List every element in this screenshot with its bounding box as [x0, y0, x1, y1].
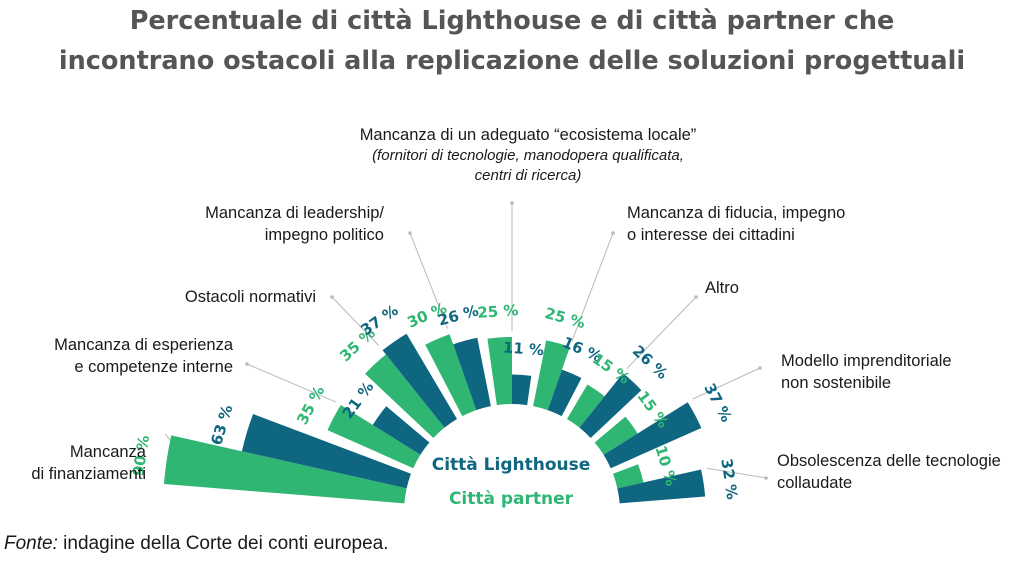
leader-dot [408, 231, 412, 235]
value-label-partner: 15 % [589, 350, 633, 388]
legend-partner: Città partner [449, 489, 574, 509]
bar-lighthouse [453, 337, 491, 411]
value-label-partner: 90 % [129, 434, 153, 477]
bar-lighthouse [603, 402, 702, 469]
category-label: Mancanza di fiducia, impegno o interesse … [627, 204, 845, 244]
category-label-line: Altro [705, 279, 739, 297]
leader-dot [510, 201, 514, 205]
bar-lighthouse [382, 333, 458, 428]
leader-lines [165, 201, 768, 480]
leader-dot [330, 295, 334, 299]
category-label: Altro [705, 279, 739, 297]
bar-partner [425, 334, 477, 417]
source-text: indagine della Corte dei conti europea. [57, 533, 389, 554]
category-label-line: non sostenibile [781, 374, 891, 392]
category-label-line: Mancanza di fiducia, impegno [627, 204, 845, 222]
category-label: Modello imprenditoriale non sostenibile [781, 352, 952, 392]
bar-partner [327, 405, 421, 469]
leader-dot [758, 366, 762, 370]
category-label-line: Mancanza [70, 443, 147, 461]
chart-title-line-1: Percentuale di città Lighthouse e di cit… [129, 6, 895, 36]
bar-lighthouse [372, 406, 430, 455]
bar-partner [533, 340, 570, 411]
leader-line [692, 367, 761, 400]
bar-partner [594, 416, 638, 455]
bars [163, 333, 706, 504]
category-label-line: Obsolescenza delle tecnologie [777, 452, 1001, 470]
bar-partner [566, 384, 605, 428]
value-label-lighthouse: 26 % [629, 342, 671, 383]
value-label-partner: 25 % [477, 301, 519, 322]
category-label: Obsolescenza delle tecnologie collaudate [777, 452, 1001, 492]
value-label-lighthouse: 32 % [717, 457, 741, 500]
bar-lighthouse [547, 369, 582, 417]
category-label-line: e competenze interne [74, 358, 233, 376]
category-label-line: Modello imprenditoriale [781, 352, 952, 370]
category-label: Mancanza di esperienza e competenze inter… [54, 336, 234, 376]
leader-line [706, 467, 767, 479]
source-label: Fonte: [4, 533, 58, 554]
source-note: Fonte: indagine della Corte dei conti eu… [4, 533, 389, 555]
value-label-lighthouse: 37 % [700, 380, 735, 425]
category-label-line: collaudate [777, 474, 852, 492]
category-label-italic-line: centri di ricerca) [475, 167, 582, 184]
bar-lighthouse [617, 469, 706, 504]
radial-bar-chart: 90 %63 % 35 % 21 %35 %37 % 30 %26 %25 %11 %… [31, 126, 1000, 509]
value-label-lighthouse: 21 % [339, 378, 378, 422]
bar-lighthouse [512, 374, 532, 406]
category-label: Ostacoli normativi [185, 288, 316, 306]
value-label-lighthouse: 37 % [357, 301, 401, 339]
bar-lighthouse [579, 373, 642, 438]
category-label: Mancanza di un adeguato “ecosistema loca… [360, 126, 697, 184]
category-label-line: Mancanza di un adeguato “ecosistema loca… [360, 126, 697, 144]
value-label-lighthouse: 63 % [207, 403, 236, 448]
leader-dot [245, 362, 249, 366]
bar-lighthouse [241, 413, 411, 489]
category-label-line: impegno politico [265, 226, 384, 244]
leader-dot [611, 231, 615, 235]
leader-dot [764, 476, 768, 480]
value-label-lighthouse: 11 % [502, 338, 544, 359]
leader-line [331, 296, 380, 346]
leader-line [246, 363, 336, 403]
value-label-partner: 35 % [293, 383, 328, 428]
category-label-italic-line: (fornitori di tecnologie, manodopera qua… [372, 147, 684, 164]
category-labels: Mancanza di finanziamenti Mancanza di espe… [31, 126, 1000, 492]
legend-lighthouse: Città Lighthouse [432, 455, 591, 475]
bar-partner [365, 354, 445, 438]
category-label-line: o interesse dei cittadini [627, 226, 795, 244]
bar-partner [487, 337, 512, 406]
leader-line [626, 296, 697, 369]
category-label-line: Mancanza di leadership/ [205, 204, 384, 222]
leader-line [409, 232, 449, 329]
chart-title-line-2: incontrano ostacoli alla replicazione de… [58, 46, 966, 76]
leader-dot [694, 295, 698, 299]
category-label: Mancanza di leadership/impegno politico [205, 204, 384, 244]
bar-partner [163, 435, 407, 504]
category-label: Mancanza di finanziamenti [31, 443, 146, 483]
value-label-partner: 25 % [543, 304, 587, 332]
category-label-line: Ostacoli normativi [185, 288, 316, 306]
leader-line [571, 232, 614, 342]
bar-partner [613, 464, 644, 489]
category-label-line: di finanziamenti [31, 465, 146, 483]
category-label-line: Mancanza di esperienza [54, 336, 234, 354]
